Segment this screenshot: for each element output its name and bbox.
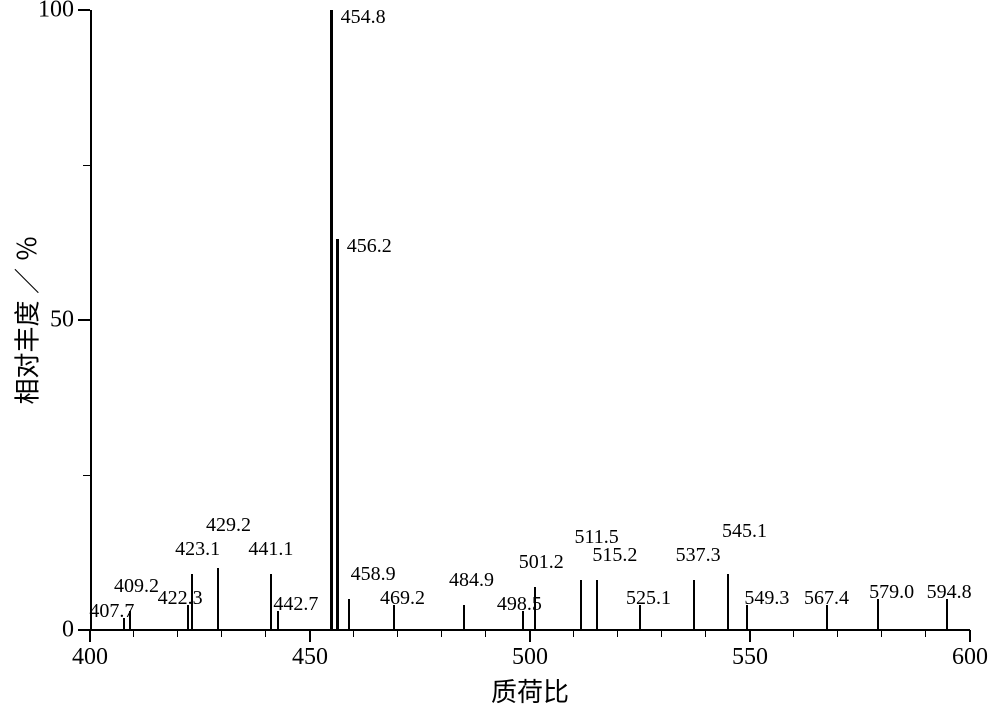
peak-label: 458.9 bbox=[351, 563, 396, 586]
x-tick-major bbox=[529, 630, 531, 642]
peak-label: 454.8 bbox=[341, 6, 386, 29]
x-axis-title: 质荷比 bbox=[491, 672, 569, 706]
x-tick-label: 450 bbox=[292, 644, 328, 671]
x-tick-minor bbox=[661, 630, 662, 637]
peak-label: 515.2 bbox=[592, 544, 637, 567]
peak-label: 567.4 bbox=[804, 587, 849, 610]
peak-label: 525.1 bbox=[626, 587, 671, 610]
peak-label: 407.7 bbox=[89, 600, 134, 623]
peak-bar bbox=[693, 580, 695, 630]
y-tick-label: 100 bbox=[30, 0, 74, 24]
x-tick-minor bbox=[485, 630, 486, 637]
peak-label: 594.8 bbox=[927, 581, 972, 604]
x-tick-major bbox=[749, 630, 751, 642]
x-tick-minor bbox=[177, 630, 178, 637]
x-tick-major bbox=[969, 630, 971, 642]
peak-label: 429.2 bbox=[206, 514, 251, 537]
peak-bar bbox=[129, 611, 131, 630]
peak-bar bbox=[270, 574, 272, 630]
x-tick-major bbox=[89, 630, 91, 642]
x-tick-minor bbox=[265, 630, 266, 637]
peak-label: 442.7 bbox=[273, 593, 318, 616]
peak-bar bbox=[580, 580, 582, 630]
x-tick-minor bbox=[617, 630, 618, 637]
y-axis-title: 相对丰度 ／ ％ bbox=[8, 235, 45, 404]
peak-label: 456.2 bbox=[347, 235, 392, 258]
peak-label: 422.3 bbox=[158, 587, 203, 610]
x-tick-minor bbox=[705, 630, 706, 637]
y-tick-major bbox=[78, 9, 90, 11]
y-axis-line bbox=[90, 10, 92, 630]
peak-label: 549.3 bbox=[744, 587, 789, 610]
plot-area bbox=[90, 10, 970, 630]
x-tick-minor bbox=[573, 630, 574, 637]
peak-bar bbox=[534, 587, 536, 630]
peak-label: 501.2 bbox=[519, 551, 564, 574]
x-tick-minor bbox=[925, 630, 926, 637]
x-tick-label: 600 bbox=[952, 644, 988, 671]
y-tick-major bbox=[78, 319, 90, 321]
x-tick-label: 550 bbox=[732, 644, 768, 671]
peak-bar bbox=[727, 574, 729, 630]
y-tick-major bbox=[78, 629, 90, 631]
peak-label: 441.1 bbox=[248, 538, 293, 561]
peak-label: 545.1 bbox=[722, 520, 767, 543]
peak-bar bbox=[596, 580, 598, 630]
peak-label: 423.1 bbox=[175, 538, 220, 561]
peak-label: 537.3 bbox=[676, 544, 721, 567]
x-tick-major bbox=[309, 630, 311, 642]
x-tick-label: 400 bbox=[72, 644, 108, 671]
x-tick-label: 500 bbox=[512, 644, 548, 671]
peak-bar bbox=[217, 568, 219, 630]
peak-bar bbox=[348, 599, 350, 630]
x-tick-minor bbox=[133, 630, 134, 637]
peak-label: 484.9 bbox=[449, 569, 494, 592]
peak-bar bbox=[463, 605, 465, 630]
peak-bar bbox=[191, 574, 193, 630]
y-tick-label: 0 bbox=[30, 617, 74, 644]
peak-label: 579.0 bbox=[869, 581, 914, 604]
mass-spectrum-chart: 400450500550600050100质荷比相对丰度 ／ ％407.7409… bbox=[0, 0, 1000, 706]
x-tick-minor bbox=[353, 630, 354, 637]
x-tick-minor bbox=[221, 630, 222, 637]
peak-label: 409.2 bbox=[114, 575, 159, 598]
x-tick-minor bbox=[441, 630, 442, 637]
peak-bar bbox=[336, 239, 339, 630]
x-tick-minor bbox=[793, 630, 794, 637]
y-tick-minor bbox=[83, 165, 90, 166]
x-tick-minor bbox=[837, 630, 838, 637]
peak-bar bbox=[330, 10, 333, 630]
x-tick-minor bbox=[397, 630, 398, 637]
peak-label: 469.2 bbox=[380, 587, 425, 610]
y-tick-minor bbox=[83, 475, 90, 476]
x-tick-minor bbox=[881, 630, 882, 637]
